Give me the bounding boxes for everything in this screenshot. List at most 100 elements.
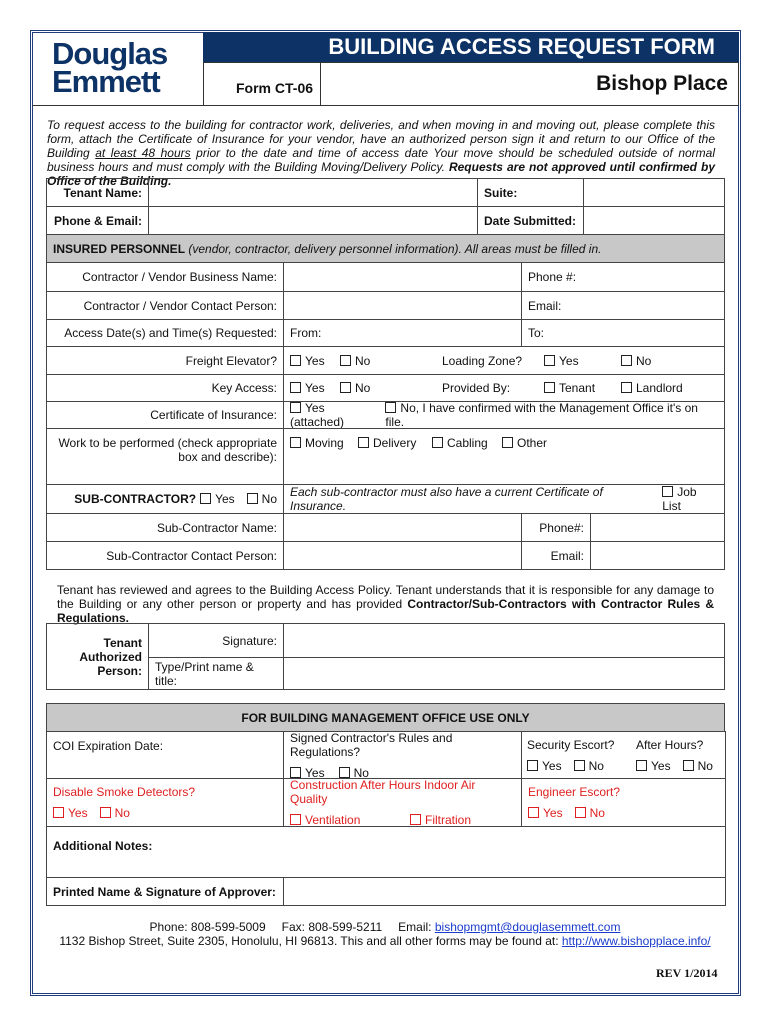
- coi-yes[interactable]: Yes (attached): [290, 401, 381, 429]
- coi-no-label: No, I have confirmed with the Management…: [385, 401, 698, 429]
- checkbox[interactable]: [290, 382, 301, 393]
- checkbox[interactable]: [358, 437, 369, 448]
- loading-no[interactable]: No: [621, 354, 651, 368]
- signed-rules-label: Signed Contractor's Rules and Regulation…: [290, 730, 453, 759]
- checkbox[interactable]: [338, 766, 350, 778]
- checkbox[interactable]: [502, 437, 513, 448]
- checkbox[interactable]: [53, 807, 64, 818]
- checkbox[interactable]: [527, 760, 538, 771]
- checkbox[interactable]: [574, 807, 586, 818]
- checkbox[interactable]: [621, 382, 632, 393]
- phone-field[interactable]: Phone #:: [521, 262, 725, 292]
- key-no[interactable]: No: [340, 381, 442, 395]
- email-field[interactable]: Email:: [521, 291, 725, 320]
- key-access-label: Key Access:: [46, 374, 284, 402]
- approver-field[interactable]: [283, 877, 726, 906]
- checkbox[interactable]: [682, 760, 694, 771]
- checkbox[interactable]: [290, 766, 301, 778]
- checkbox[interactable]: [636, 760, 647, 771]
- checkbox[interactable]: [621, 354, 632, 366]
- yes-label: Yes: [68, 806, 88, 820]
- business-name-field[interactable]: [283, 262, 522, 292]
- after-hours: After Hours? Yes No: [636, 738, 713, 773]
- checkbox[interactable]: [410, 814, 421, 825]
- footer-email-link[interactable]: bishopmgmt@douglasemmett.com: [434, 920, 621, 934]
- coi-expiration[interactable]: COI Expiration Date:: [46, 731, 284, 779]
- yes-label: Yes: [559, 353, 579, 368]
- engineer-no[interactable]: No: [574, 806, 605, 820]
- checkbox[interactable]: [340, 354, 351, 366]
- sub-name-field[interactable]: [283, 513, 522, 542]
- coi-expiration-label: COI Expiration Date:: [53, 739, 164, 753]
- sub-no[interactable]: No: [246, 492, 277, 506]
- checkbox[interactable]: [573, 760, 585, 771]
- no-label: No: [114, 806, 130, 820]
- provided-landlord[interactable]: Landlord: [621, 381, 683, 395]
- checkbox[interactable]: [662, 486, 674, 497]
- smoke-no[interactable]: No: [99, 806, 130, 820]
- smoke-yes[interactable]: Yes: [53, 806, 88, 820]
- after-no[interactable]: No: [682, 759, 713, 773]
- checkbox[interactable]: [528, 807, 539, 818]
- checkbox[interactable]: [290, 814, 301, 825]
- provided-tenant[interactable]: Tenant: [544, 381, 621, 395]
- ventilation-checkbox[interactable]: Ventilation: [290, 813, 410, 827]
- work-cabling[interactable]: Cabling: [432, 436, 502, 450]
- loading-yes[interactable]: Yes: [544, 354, 621, 368]
- douglas-emmett-logo: Douglas Emmett: [52, 38, 168, 97]
- insured-note: (vendor, contractor, delivery personnel …: [185, 241, 602, 256]
- security-yes[interactable]: Yes: [527, 759, 562, 773]
- sub-contact-field[interactable]: [283, 541, 522, 570]
- date-submitted-field[interactable]: [583, 206, 725, 235]
- checkbox[interactable]: [99, 807, 111, 818]
- footer-url-link[interactable]: http://www.bishopplace.info/: [561, 934, 711, 948]
- work-row[interactable]: Moving Delivery Cabling Other: [283, 428, 725, 485]
- checkbox[interactable]: [385, 402, 397, 413]
- sub-phone-field[interactable]: [590, 513, 725, 542]
- suite-field[interactable]: [583, 178, 725, 207]
- key-yes[interactable]: Yes: [290, 381, 340, 395]
- contact-person-field[interactable]: [283, 291, 522, 320]
- coi-no[interactable]: No, I have confirmed with the Management…: [385, 401, 718, 429]
- notes-label: Additional Notes:: [53, 839, 153, 853]
- signature-field[interactable]: [283, 623, 725, 658]
- security-no[interactable]: No: [573, 759, 604, 773]
- print-name-field[interactable]: [283, 657, 725, 690]
- phone-email-field[interactable]: [148, 206, 478, 235]
- signed-no[interactable]: No: [338, 766, 369, 780]
- date-submitted-label: Date Submitted:: [477, 206, 584, 235]
- signed-rules: Signed Contractor's Rules and Regulation…: [283, 730, 522, 780]
- checkbox[interactable]: [432, 437, 443, 448]
- no-label: No: [588, 759, 604, 773]
- work-delivery[interactable]: Delivery: [358, 436, 432, 450]
- agreement-text: Tenant has reviewed and agrees to the Bu…: [57, 583, 714, 625]
- work-moving[interactable]: Moving: [290, 436, 358, 450]
- additional-notes[interactable]: Additional Notes:: [46, 826, 726, 878]
- sub-name-label: Sub-Contractor Name:: [46, 513, 284, 542]
- checkbox[interactable]: [340, 382, 351, 393]
- checkbox[interactable]: [290, 354, 301, 366]
- form-title: BUILDING ACCESS REQUEST FORM: [203, 32, 739, 63]
- checkbox[interactable]: [544, 354, 555, 366]
- checkbox[interactable]: [246, 493, 258, 504]
- yes-label: Yes: [305, 381, 325, 395]
- to-field[interactable]: To:: [521, 319, 725, 347]
- from-field[interactable]: From:: [283, 319, 522, 347]
- checkbox[interactable]: [200, 493, 212, 504]
- freight-no[interactable]: No: [340, 354, 442, 368]
- coi-yes-label: Yes (attached): [290, 401, 345, 429]
- freight-yes[interactable]: Yes: [290, 354, 340, 368]
- checkbox[interactable]: [290, 437, 301, 448]
- work-other[interactable]: Other: [502, 436, 547, 450]
- sub-email-field[interactable]: [590, 541, 725, 570]
- checkbox[interactable]: [290, 402, 301, 413]
- checkbox[interactable]: [544, 382, 555, 393]
- filtration-checkbox[interactable]: Filtration: [410, 813, 471, 827]
- engineer-yes[interactable]: Yes: [528, 806, 563, 820]
- after-yes[interactable]: Yes: [636, 759, 671, 773]
- suite-label: Suite:: [477, 178, 584, 207]
- job-list-checkbox[interactable]: Job List: [662, 485, 718, 513]
- sub-yes[interactable]: Yes: [200, 492, 235, 506]
- tenant-name-field[interactable]: [148, 178, 478, 207]
- signed-yes[interactable]: Yes: [290, 766, 325, 780]
